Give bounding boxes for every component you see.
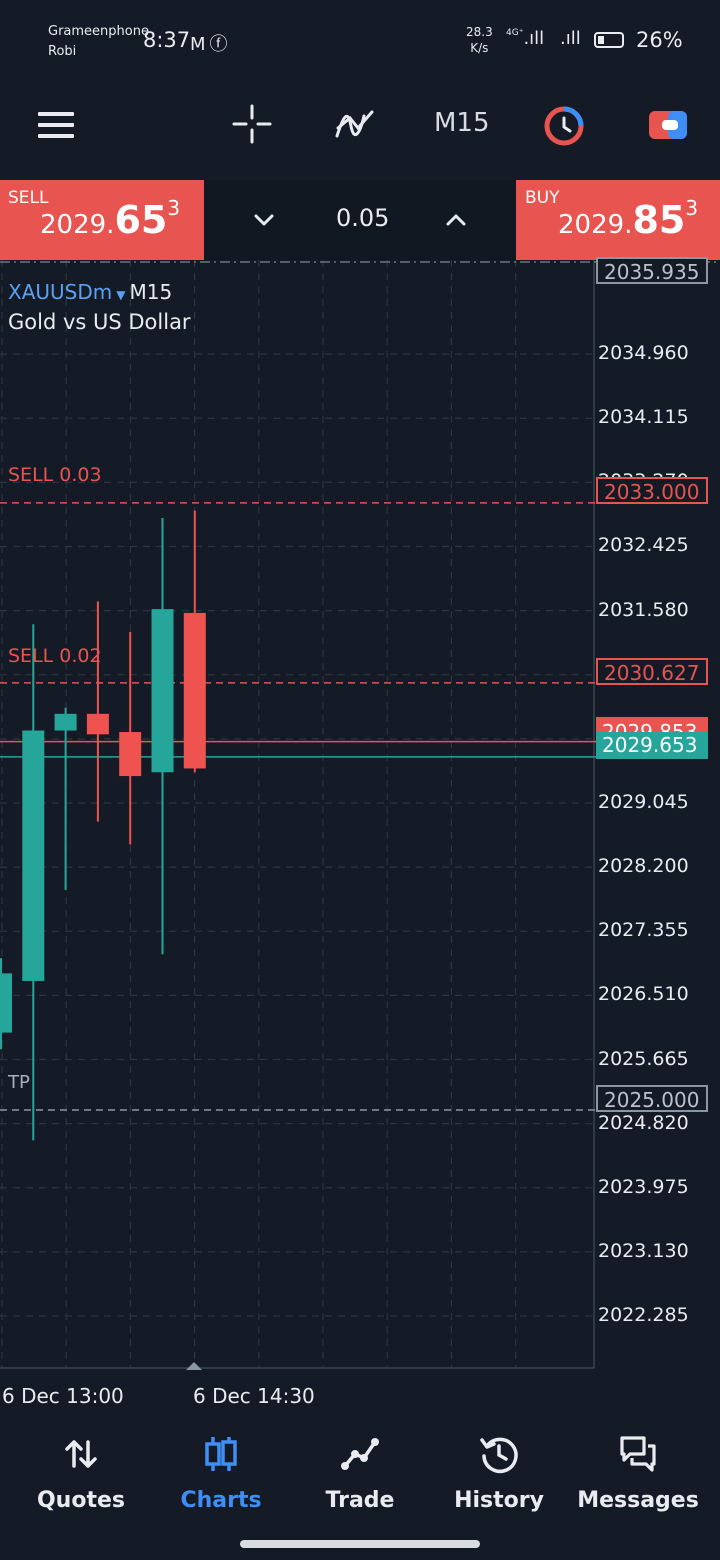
sell-price: 2029.653 [40, 196, 181, 242]
symbol-description: Gold vs US Dollar [8, 310, 191, 334]
sell-label: SELL [8, 188, 49, 208]
price-axis-tick-label: 2034.960 [598, 342, 689, 365]
battery-icon [594, 32, 624, 48]
indicator-icon[interactable] [334, 104, 376, 144]
candle-body [86, 713, 109, 735]
current-time-marker [186, 1362, 202, 1370]
price-axis-tick-label: 2034.115 [598, 406, 689, 429]
candle-body [151, 609, 174, 773]
candle-body [22, 730, 45, 981]
nav-charts-label: Charts [180, 1488, 262, 1513]
nav-trade-label: Trade [325, 1488, 395, 1513]
charts-icon [205, 1437, 237, 1471]
price-axis-tick-label: 2024.820 [598, 1111, 689, 1134]
sell-price-base: 2029. [40, 210, 115, 240]
price-axis-tick-label: 2022.285 [598, 1304, 689, 1326]
signal-tag: 4G⁺ [506, 28, 524, 38]
candle-body [0, 973, 12, 1033]
nav-quotes[interactable]: Quotes [11, 1420, 151, 1530]
price-axis-tick-label: 2026.510 [598, 983, 689, 1006]
ask-price-tag: 2029.853 [596, 717, 708, 733]
quotes-icon [65, 1440, 97, 1468]
price-axis-tick-label: 2023.130 [598, 1239, 689, 1262]
carrier-1: Grameenphone [48, 24, 149, 39]
symbol-dropdown-icon: ▼ [116, 288, 126, 302]
signal-2-icon: .ıll [560, 28, 581, 49]
price-axis-tick-label: 2028.200 [598, 855, 689, 878]
nav-quotes-label: Quotes [36, 1488, 125, 1513]
messages-icon [620, 1436, 656, 1472]
chart-canvas[interactable] [0, 260, 720, 1410]
time-axis-label-2: 6 Dec 14:30 [193, 1384, 315, 1408]
candle-body [54, 713, 77, 731]
buy-price-pips: 85 [632, 198, 686, 242]
clock-icon[interactable] [544, 106, 584, 146]
candle-body [183, 612, 206, 769]
price-axis-tick-label: 2023.975 [598, 1175, 689, 1198]
nav-trade[interactable]: Trade [290, 1420, 430, 1530]
price-axis-tick-label: 2032.425 [598, 534, 689, 557]
one-click-trade-icon[interactable] [648, 110, 688, 140]
timeframe-selector[interactable]: M15 [434, 108, 490, 138]
status-bar: Grameenphone Robi 8:37 Mⓕ 28.3 K/s 4G⁺.ı… [0, 0, 720, 80]
order-label-sell-002[interactable]: SELL 0.02 [8, 645, 102, 667]
volume-decrease-button[interactable] [250, 206, 278, 234]
price-axis-tick-label: 2031.580 [598, 598, 689, 621]
home-indicator[interactable] [240, 1540, 480, 1548]
candle-body [119, 732, 142, 777]
bid-price-tag: 2029.653 [596, 732, 708, 759]
price-chart[interactable]: 2034.9602034.1152033.2702032.4252031.580… [0, 257, 720, 1410]
gmail-icon: M [190, 34, 210, 55]
buy-price: 2029.853 [558, 196, 699, 242]
trade-bar: SELL 2029.653 0.05 BUY 2029.853 [0, 180, 720, 260]
menu-icon[interactable] [38, 112, 74, 138]
order-price-tag-sell-002: 2030.627 [596, 658, 708, 685]
carrier-info: Grameenphone Robi [48, 22, 149, 62]
top-price-tag: 2035.935 [596, 257, 708, 284]
battery-percent: 26% [636, 28, 683, 52]
buy-price-base: 2029. [558, 210, 633, 240]
notification-icons: Mⓕ [190, 30, 232, 56]
nav-messages-label: Messages [577, 1488, 699, 1513]
net-speed-value: 28.3 [466, 25, 493, 39]
chart-toolbar: M15 [0, 80, 720, 180]
history-icon [480, 1437, 518, 1474]
price-axis-tick-label: 2025.665 [598, 1047, 689, 1070]
nav-history-label: History [454, 1488, 544, 1513]
crosshair-icon[interactable] [232, 104, 272, 144]
nav-history[interactable]: History [429, 1420, 569, 1530]
sell-price-fraction: 3 [167, 196, 181, 220]
order-price-tag-sell-003: 2033.000 [596, 477, 708, 504]
time-axis-label-1: 6 Dec 13:00 [2, 1384, 124, 1408]
nav-charts[interactable]: Charts [151, 1420, 291, 1530]
price-axis-tick-label: 2027.355 [598, 919, 689, 942]
buy-label: BUY [525, 188, 560, 208]
facebook-icon: ⓕ [209, 34, 232, 55]
buy-button[interactable]: BUY 2029.853 [516, 180, 720, 260]
carrier-2: Robi [48, 44, 77, 59]
chart-symbol[interactable]: XAUUSDm ▼ M15 [8, 280, 172, 304]
tp-price-tag: 2025.000 [596, 1085, 708, 1112]
clock-time: 8:37 [143, 28, 191, 52]
sell-price-pips: 65 [114, 198, 168, 242]
trade-icon [341, 1438, 379, 1470]
signal-icon: 4G⁺.ıll [506, 28, 545, 49]
net-speed: 28.3 K/s [466, 24, 493, 56]
bottom-navigation: Quotes Charts Trade History Mess [0, 1420, 720, 1530]
volume-increase-button[interactable] [442, 206, 470, 234]
order-label-sell-003[interactable]: SELL 0.03 [8, 464, 102, 486]
volume-input[interactable]: 0.05 [336, 204, 390, 232]
tp-label[interactable]: TP [8, 1072, 30, 1093]
net-speed-unit: K/s [470, 41, 489, 55]
sell-button[interactable]: SELL 2029.653 [0, 180, 204, 260]
buy-price-fraction: 3 [685, 196, 699, 220]
symbol-name: XAUUSDm [8, 280, 113, 304]
nav-messages[interactable]: Messages [568, 1420, 708, 1530]
price-axis-tick-label: 2029.045 [598, 790, 689, 813]
symbol-timeframe: M15 [129, 280, 173, 304]
